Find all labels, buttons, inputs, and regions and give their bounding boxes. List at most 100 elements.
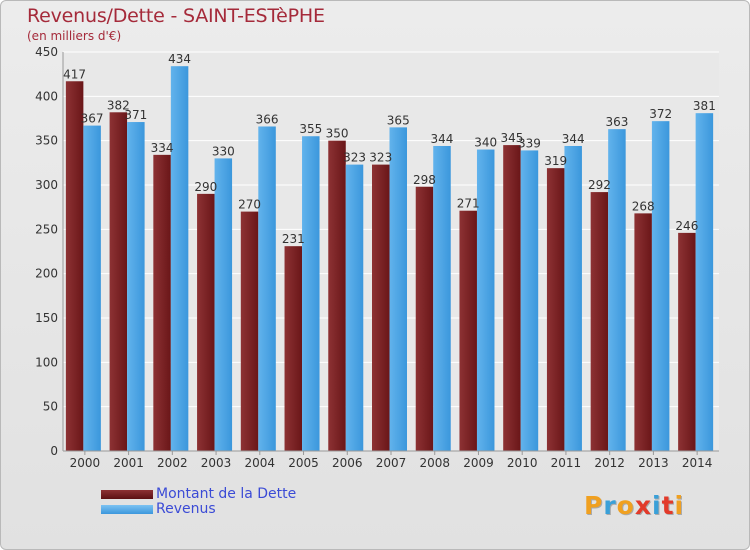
legend-label-revenue: Revenus [156,501,216,517]
chart-title: Revenus/Dette - SAINT-ESTèPHE [27,5,325,27]
legend-swatch-debt [101,490,153,499]
x-tick-label-2005: 2005 [288,456,319,470]
y-tick-label: 100 [35,355,58,369]
value-label-debt-2002: 334 [151,141,174,155]
y-tick-label: 50 [43,400,58,414]
value-label-debt-2012: 292 [588,178,611,192]
bar-revenue-2005 [302,136,320,451]
bar-revenue-2003 [214,158,233,451]
bar-debt-2004 [240,211,259,451]
x-tick-label-2000: 2000 [70,456,101,470]
value-label-revenue-2001: 371 [124,108,147,122]
value-label-debt-2007: 323 [369,151,392,165]
x-tick-label-2001: 2001 [113,456,144,470]
x-tick-label-2014: 2014 [682,456,713,470]
bar-revenue-2008 [433,145,451,451]
x-tick-label-2010: 2010 [507,456,538,470]
value-label-revenue-2012: 363 [605,115,628,129]
y-tick-label: 150 [35,311,58,325]
legend-label-debt: Montant de la Dette [156,486,297,502]
logo-letter: i [674,491,685,520]
bar-revenue-2010 [520,150,539,452]
x-tick-label-2003: 2003 [201,456,232,470]
bar-debt-2002 [153,154,171,451]
value-label-debt-2013: 268 [632,199,655,213]
bar-revenue-2001 [127,122,145,452]
y-tick-label: 300 [35,178,58,192]
value-label-debt-2004: 270 [238,198,261,212]
value-label-debt-2008: 298 [413,173,436,187]
logo-letter: i [652,491,662,520]
x-tick-label-2011: 2011 [551,456,582,470]
bar-debt-2012 [590,192,609,452]
bar-revenue-2011 [564,145,582,451]
bar-debt-2014 [678,232,696,451]
value-label-debt-2006: 350 [326,127,349,141]
value-label-debt-2001: 382 [107,98,130,112]
logo-letter: x [634,491,652,520]
logo-letter: P [584,491,604,520]
logo-letter: t [661,491,675,520]
value-label-debt-2014: 246 [675,219,698,233]
bar-revenue-2004 [258,126,276,451]
x-tick-label-2007: 2007 [376,456,407,470]
y-tick-label: 450 [35,45,58,59]
proxiti-logo: Proxiti [584,491,684,520]
x-tick-label-2008: 2008 [419,456,450,470]
bar-debt-2000 [65,81,84,451]
bar-revenue-2006 [345,164,364,451]
value-label-debt-2000: 417 [63,67,86,81]
bar-debt-2008 [415,186,434,452]
bar-revenue-2000 [83,125,101,452]
bar-debt-2006 [328,140,346,451]
bar-debt-2005 [284,246,303,451]
bar-revenue-2012 [608,129,626,451]
bar-debt-2011 [546,168,565,452]
bar-revenue-2002 [170,66,189,451]
x-tick-label-2013: 2013 [638,456,669,470]
value-label-revenue-2004: 366 [256,112,279,126]
bar-revenue-2007 [389,127,407,451]
value-label-revenue-2000: 367 [81,112,104,126]
bar-revenue-2013 [651,121,670,451]
y-tick-label: 250 [35,222,58,236]
value-label-debt-2005: 231 [282,232,305,246]
value-label-debt-2010: 345 [500,131,523,145]
y-tick-label: 200 [35,267,58,281]
bar-revenue-2009 [476,149,495,452]
value-label-revenue-2006: 323 [343,151,366,165]
value-label-revenue-2009: 340 [474,136,497,150]
value-label-revenue-2013: 372 [649,107,672,121]
x-tick-label-2002: 2002 [157,456,188,470]
logo-letter: o [616,491,635,520]
value-label-revenue-2010: 339 [518,136,541,150]
bar-debt-2009 [459,210,477,451]
x-tick-label-2012: 2012 [594,456,625,470]
bar-debt-2003 [197,193,215,451]
value-label-revenue-2003: 330 [212,144,235,158]
x-tick-label-2006: 2006 [332,456,363,470]
x-tick-label-2009: 2009 [463,456,494,470]
bar-debt-2001 [109,112,128,451]
axis-layer: 0 50 100 150 200 250 300 350 400 450 2000 2001 2002 2… [35,45,719,470]
value-label-revenue-2005: 355 [299,122,322,136]
y-tick-label: 0 [50,444,58,458]
bar-debt-2013 [634,213,652,451]
legend-swatch-revenue [101,505,153,514]
bar-debt-2007 [372,164,390,451]
chart-subtitle: (en milliers d'€) [27,29,122,43]
bar-revenue-2014 [695,113,714,452]
value-label-revenue-2014: 381 [693,99,716,113]
value-label-revenue-2008: 344 [431,132,454,146]
value-label-revenue-2011: 344 [562,132,585,146]
bar-debt-2010 [503,145,521,451]
y-tick-label: 350 [35,134,58,148]
bars-layer [65,66,714,452]
y-tick-label: 400 [35,89,58,103]
logo-letter: r [603,491,617,520]
value-label-revenue-2007: 365 [387,113,410,127]
value-label-revenue-2002: 434 [168,52,191,66]
